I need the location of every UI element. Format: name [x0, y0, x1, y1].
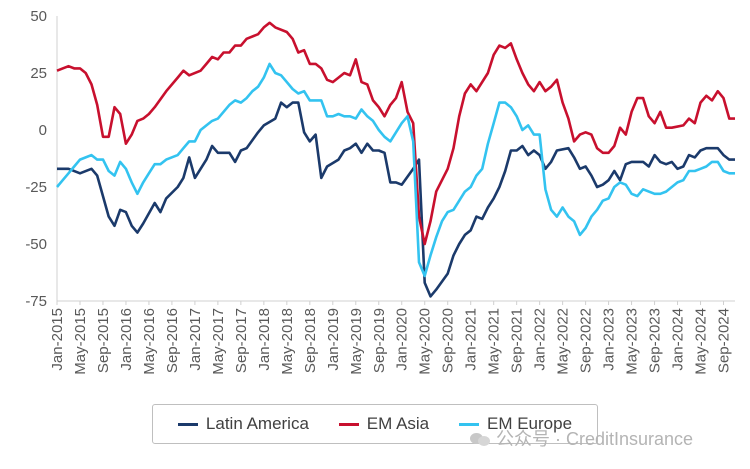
- x-tick-label: Sep-2018: [302, 308, 319, 373]
- chart-legend: Latin America EM Asia EM Europe: [152, 404, 598, 444]
- x-tick-label: May-2018: [279, 308, 296, 375]
- wechat-icon: [470, 431, 490, 447]
- legend-label-em-europe: EM Europe: [487, 414, 573, 433]
- watermark-text: 公众号 · CreditInsurance: [496, 429, 694, 449]
- x-tick-label: May-2024: [693, 308, 710, 375]
- x-tick-label: Jan-2023: [601, 308, 618, 371]
- x-tick-label: May-2020: [417, 308, 434, 375]
- legend-swatch-em-asia: [338, 422, 359, 426]
- y-tick-label: 50: [30, 8, 47, 25]
- x-tick-label: Sep-2022: [578, 308, 595, 373]
- x-tick-label: May-2016: [141, 308, 158, 375]
- x-tick-label: May-2021: [486, 308, 503, 375]
- x-tick-label: Sep-2016: [164, 308, 181, 373]
- x-tick-label: Jan-2017: [187, 308, 204, 371]
- legend-label-em-asia: EM Asia: [366, 414, 430, 433]
- x-tick-label: Jan-2020: [394, 308, 411, 371]
- watermark: 公众号 · CreditInsurance: [470, 425, 693, 451]
- legend-label-latin-america: Latin America: [205, 414, 309, 433]
- y-tick-label: 25: [30, 65, 47, 82]
- x-tick-label: Sep-2023: [647, 308, 664, 373]
- legend-item-em-europe: EM Europe: [459, 414, 572, 434]
- x-tick-label: Jan-2021: [463, 308, 480, 371]
- x-tick-label: Jan-2018: [256, 308, 273, 371]
- x-tick-label: Jan-2024: [670, 308, 687, 371]
- legend-swatch-latin-america: [177, 422, 198, 426]
- x-axis-ticks: Jan-2015 May-2015 Sep-2015 Jan-2016 May-2016…: [49, 301, 733, 375]
- x-tick-label: Jan-2016: [118, 308, 135, 371]
- x-tick-label: May-2015: [72, 308, 89, 375]
- series-line-latin-america: [57, 101, 735, 298]
- x-tick-label: Sep-2015: [95, 308, 112, 373]
- x-tick-label: May-2019: [348, 308, 365, 375]
- series-lines: [56, 21, 735, 298]
- x-tick-label: Jan-2019: [325, 308, 342, 371]
- x-tick-label: May-2017: [210, 308, 227, 375]
- x-tick-label: Sep-2019: [371, 308, 388, 373]
- y-tick-label: 0: [39, 122, 47, 139]
- series-line-em-asia: [56, 21, 735, 246]
- y-axis-ticks: 50 25 0 -25 -50 -75: [25, 8, 47, 310]
- x-tick-label: Sep-2020: [440, 308, 457, 373]
- y-tick-label: -75: [25, 293, 47, 310]
- x-tick-label: May-2022: [555, 308, 572, 375]
- series-line-em-europe: [56, 62, 735, 278]
- legend-swatch-em-europe: [459, 422, 479, 426]
- x-tick-label: Jan-2015: [49, 308, 66, 371]
- x-tick-label: Sep-2021: [509, 308, 526, 373]
- y-tick-label: -50: [25, 236, 47, 253]
- legend-item-latin-america: Latin America: [177, 414, 309, 434]
- x-tick-label: Jan-2022: [532, 308, 549, 371]
- x-tick-label: May-2023: [624, 308, 641, 375]
- y-tick-label: -25: [25, 179, 47, 196]
- x-tick-label: Sep-2024: [716, 308, 733, 373]
- legend-item-em-asia: EM Asia: [338, 414, 430, 434]
- x-tick-label: Sep-2017: [233, 308, 250, 373]
